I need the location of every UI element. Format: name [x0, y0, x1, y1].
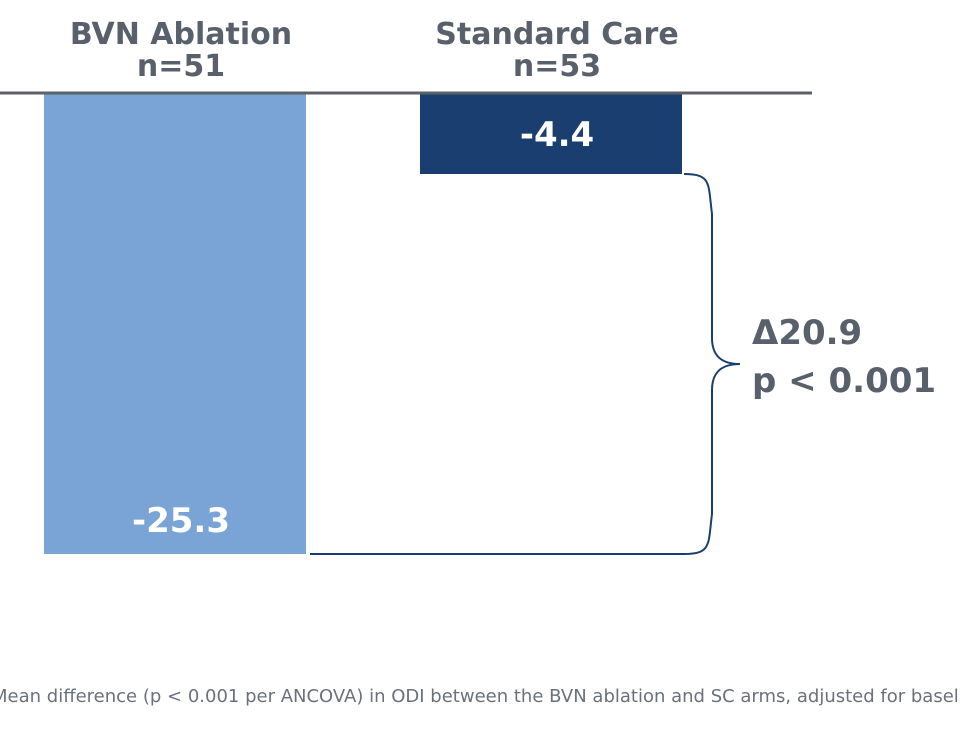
bars-group — [44, 94, 682, 554]
footnote: Mean difference (p < 0.001 per ANCOVA) i… — [0, 686, 960, 707]
category-n-standard-care: n=53 — [513, 49, 601, 84]
difference-delta-label: Δ20.9 — [752, 313, 862, 353]
difference-p-value-label: p < 0.001 — [752, 361, 936, 401]
difference-brace — [683, 173, 741, 555]
category-label-bvn-ablation: BVN Ablation — [70, 17, 292, 52]
bar-bvn-ablation — [44, 94, 306, 554]
bar-standard-care — [420, 94, 682, 174]
category-n-bvn-ablation: n=51 — [137, 49, 225, 84]
value-label-bvn-ablation: -25.3 — [132, 501, 230, 541]
value-label-standard-care: -4.4 — [520, 115, 594, 155]
category-label-standard-care: Standard Care — [435, 17, 678, 52]
